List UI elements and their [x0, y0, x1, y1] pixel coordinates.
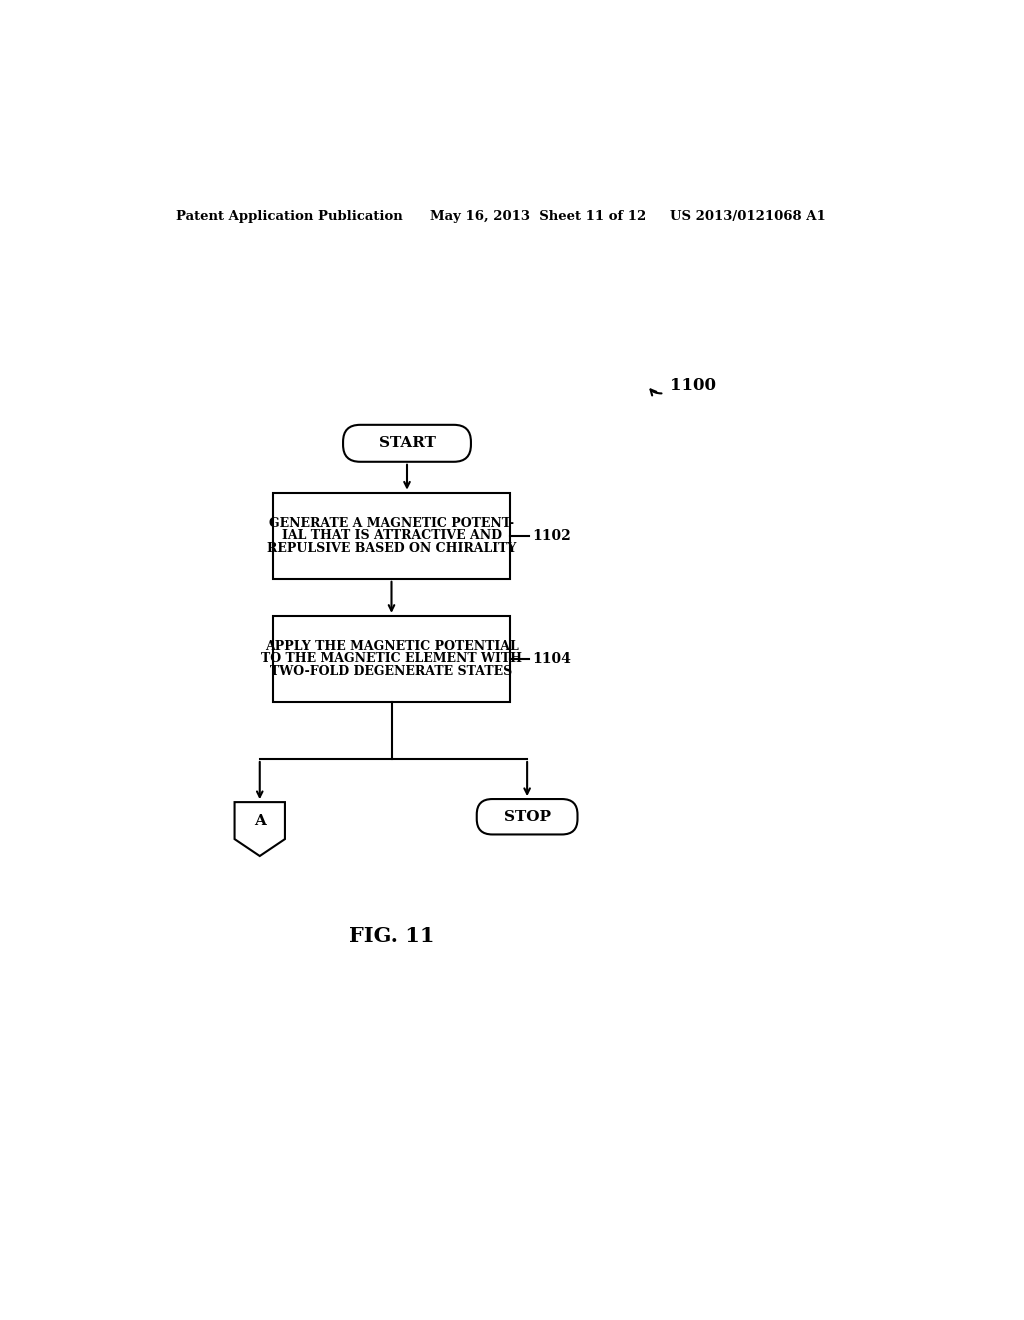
Text: 1102: 1102: [532, 529, 571, 543]
Text: A: A: [254, 813, 265, 828]
Text: REPULSIVE BASED ON CHIRALITY: REPULSIVE BASED ON CHIRALITY: [267, 541, 516, 554]
Text: 1104: 1104: [532, 652, 571, 665]
FancyBboxPatch shape: [477, 799, 578, 834]
Polygon shape: [234, 803, 285, 857]
Text: US 2013/0121068 A1: US 2013/0121068 A1: [671, 210, 826, 223]
Text: APPLY THE MAGNETIC POTENTIAL: APPLY THE MAGNETIC POTENTIAL: [264, 640, 518, 653]
Text: STOP: STOP: [504, 809, 551, 824]
Text: START: START: [379, 437, 435, 450]
Text: IAL THAT IS ATTRACTIVE AND: IAL THAT IS ATTRACTIVE AND: [282, 529, 502, 543]
Text: TWO-FOLD DEGENERATE STATES: TWO-FOLD DEGENERATE STATES: [270, 665, 513, 677]
FancyBboxPatch shape: [273, 615, 510, 702]
Text: May 16, 2013  Sheet 11 of 12: May 16, 2013 Sheet 11 of 12: [430, 210, 646, 223]
FancyBboxPatch shape: [273, 492, 510, 579]
Text: Patent Application Publication: Patent Application Publication: [176, 210, 402, 223]
FancyBboxPatch shape: [343, 425, 471, 462]
Text: GENERATE A MAGNETIC POTENT-: GENERATE A MAGNETIC POTENT-: [269, 517, 514, 529]
Text: FIG. 11: FIG. 11: [349, 927, 434, 946]
Text: TO THE MAGNETIC ELEMENT WITH: TO THE MAGNETIC ELEMENT WITH: [261, 652, 522, 665]
Text: 1100: 1100: [671, 378, 717, 395]
